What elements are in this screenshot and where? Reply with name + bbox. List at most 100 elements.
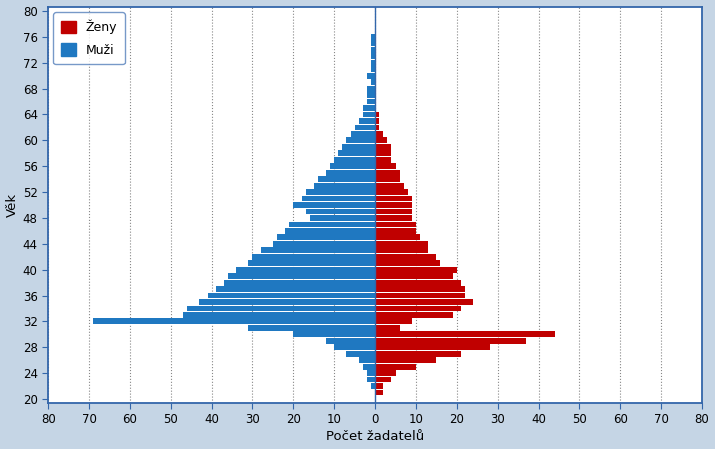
Bar [375, 254, 436, 260]
Bar [371, 53, 375, 59]
Bar [310, 215, 375, 221]
Bar [183, 312, 375, 318]
Bar [375, 293, 465, 299]
Bar [342, 144, 375, 150]
Bar [224, 280, 375, 286]
Bar [305, 209, 375, 214]
Bar [375, 157, 391, 163]
Bar [93, 318, 375, 324]
Bar [375, 118, 379, 124]
Bar [326, 338, 375, 343]
Bar [375, 176, 400, 182]
Bar [216, 286, 375, 292]
Bar [375, 318, 412, 324]
Bar [375, 196, 412, 202]
Bar [334, 344, 375, 350]
Bar [375, 280, 461, 286]
Bar [236, 267, 375, 273]
Bar [375, 299, 473, 305]
Bar [347, 351, 375, 357]
Bar [375, 383, 383, 389]
Bar [375, 357, 436, 363]
Bar [367, 377, 375, 383]
Bar [375, 221, 416, 227]
Bar [367, 370, 375, 376]
Bar [371, 79, 375, 85]
Bar [347, 137, 375, 143]
Bar [326, 170, 375, 176]
Bar [375, 267, 457, 273]
Bar [350, 131, 375, 137]
Bar [334, 157, 375, 163]
Bar [375, 234, 420, 240]
Bar [375, 351, 461, 357]
Bar [367, 99, 375, 105]
Bar [375, 202, 412, 208]
Bar [277, 234, 375, 240]
Bar [371, 66, 375, 72]
Bar [375, 124, 379, 130]
Bar [375, 390, 383, 396]
Bar [359, 118, 375, 124]
Bar [207, 293, 375, 299]
Bar [367, 73, 375, 79]
Bar [318, 176, 375, 182]
Bar [367, 92, 375, 98]
Bar [375, 370, 395, 376]
Bar [290, 221, 375, 227]
Bar [375, 331, 555, 337]
Bar [302, 196, 375, 202]
Bar [367, 86, 375, 92]
Bar [375, 338, 526, 343]
Bar [305, 189, 375, 195]
Bar [375, 144, 391, 150]
Bar [375, 260, 440, 266]
Bar [375, 183, 404, 189]
Bar [375, 112, 379, 117]
Bar [371, 383, 375, 389]
Bar [228, 273, 375, 279]
Bar [375, 306, 461, 311]
Bar [375, 312, 453, 318]
Bar [375, 247, 428, 253]
Y-axis label: Věk: Věk [6, 193, 19, 217]
Bar [314, 183, 375, 189]
Bar [293, 202, 375, 208]
Bar [375, 209, 412, 214]
Bar [359, 357, 375, 363]
Bar [371, 47, 375, 53]
Bar [252, 254, 375, 260]
Bar [273, 241, 375, 247]
Bar [285, 228, 375, 234]
Bar [293, 331, 375, 337]
Bar [375, 189, 408, 195]
Bar [375, 163, 395, 169]
Bar [371, 34, 375, 40]
Bar [199, 299, 375, 305]
Bar [375, 170, 400, 176]
Bar [261, 247, 375, 253]
Bar [375, 137, 388, 143]
Bar [338, 150, 375, 156]
Bar [248, 325, 375, 331]
Bar [248, 260, 375, 266]
Bar [375, 241, 428, 247]
Bar [375, 150, 391, 156]
Bar [375, 273, 453, 279]
Legend: Ženy, Muži: Ženy, Muži [53, 12, 124, 64]
Bar [375, 131, 383, 137]
Bar [375, 364, 416, 370]
Bar [375, 286, 465, 292]
Bar [363, 112, 375, 117]
Bar [187, 306, 375, 311]
Bar [371, 40, 375, 46]
Bar [375, 344, 490, 350]
Bar [375, 228, 416, 234]
Bar [363, 364, 375, 370]
Bar [375, 377, 391, 383]
Bar [363, 105, 375, 111]
Bar [375, 325, 400, 331]
Bar [371, 60, 375, 66]
Bar [330, 163, 375, 169]
X-axis label: Počet žadatelů: Počet žadatelů [326, 431, 424, 444]
